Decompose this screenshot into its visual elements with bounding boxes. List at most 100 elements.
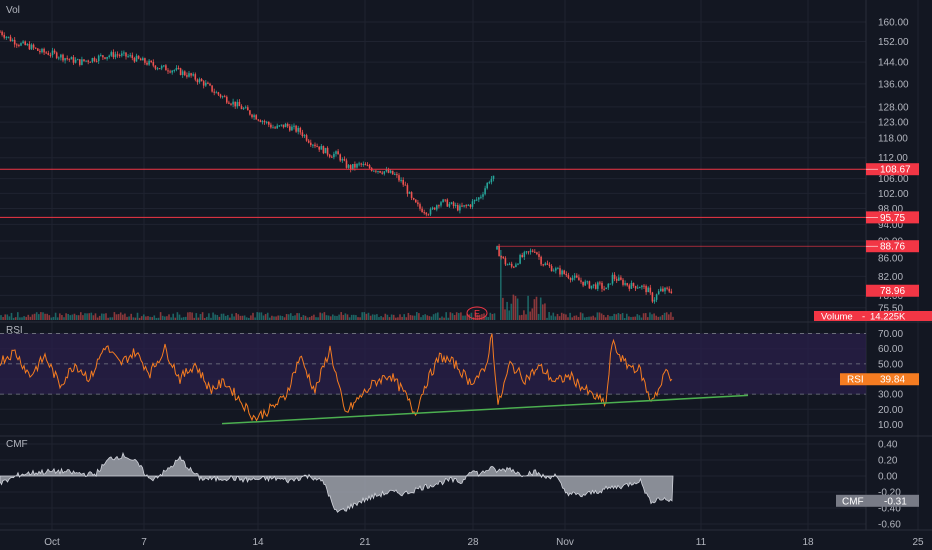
- volume-bar: [283, 317, 286, 320]
- candle-body: [186, 75, 188, 77]
- volume-bar: [195, 313, 198, 320]
- price-tick-label: 82.00: [878, 272, 903, 283]
- cmf-axis[interactable]: 0.40 0.20 0.00 -0.20 -0.40 -0.60 CMF -0.31: [836, 440, 919, 531]
- price-pane[interactable]: Vol E 160.00 152.00 144.00 136.00 128.00 123.…: [0, 0, 932, 323]
- candle-body: [398, 175, 400, 181]
- candle-body: [502, 256, 505, 259]
- time-axis[interactable]: Oct 7 14 21 28 Nov 11 18 25: [44, 537, 924, 548]
- price-tick-label: 118.00: [878, 133, 908, 144]
- candle-body: [205, 82, 207, 86]
- volume-bar: [334, 315, 336, 320]
- candle-body: [259, 120, 262, 122]
- volume-bar: [476, 314, 479, 320]
- volume-bar: [262, 315, 265, 320]
- volume-bar: [147, 316, 149, 320]
- volume-bar: [241, 315, 244, 320]
- volume-bar: [201, 312, 204, 320]
- candle-body: [436, 205, 438, 210]
- earnings-marker[interactable]: E: [466, 306, 488, 320]
- candle-body: [76, 59, 79, 61]
- volume-bar: [493, 313, 496, 320]
- candle-body: [429, 209, 432, 215]
- rsi-axis[interactable]: 70.0060.0050.0040.0030.0020.0010.00RSI39…: [840, 329, 919, 431]
- candle-body: [333, 153, 335, 158]
- volume-bar: [348, 317, 351, 320]
- candle-body: [415, 199, 417, 203]
- price-pane-title: Vol: [6, 5, 20, 16]
- last-price-tag[interactable]: [866, 284, 919, 297]
- candle-body: [13, 39, 16, 45]
- candle-body: [408, 192, 411, 194]
- candle-body: [341, 159, 344, 161]
- volume-bar: [607, 314, 609, 320]
- volume-bar: [649, 312, 651, 320]
- price-level-tag[interactable]: [866, 163, 919, 176]
- volume-bar: [550, 315, 552, 320]
- volume-bar: [111, 317, 114, 320]
- candle-body: [318, 146, 320, 150]
- volume-bar: [376, 314, 378, 320]
- rsi-pane[interactable]: RSI 70.0060.0050.0040.0030.0020.0010.00R…: [0, 325, 919, 431]
- rsi-trendline[interactable]: [221, 394, 749, 425]
- candle-body: [417, 202, 419, 205]
- volume-bar: [565, 314, 567, 320]
- volume-bar: [638, 315, 641, 320]
- volume-bar: [38, 314, 40, 320]
- candle-body: [569, 278, 572, 280]
- candle-body: [438, 205, 440, 207]
- candle-body: [41, 48, 43, 53]
- volume-bar: [113, 312, 116, 320]
- volume-bar: [33, 313, 36, 320]
- volume-bar: [42, 312, 44, 320]
- volume-bar: [460, 312, 462, 320]
- candle-body: [291, 126, 293, 131]
- candle-body: [486, 182, 488, 189]
- price-axis[interactable]: 160.00 152.00 144.00 136.00 128.00 123.00 118.…: [866, 18, 919, 315]
- volume-tag-label: Volume: [821, 312, 853, 323]
- volume-bar: [544, 303, 546, 320]
- candle-body: [331, 156, 333, 158]
- volume-bar: [189, 312, 191, 320]
- volume-bar: [584, 317, 586, 320]
- candle-body: [550, 266, 553, 272]
- candle-body: [81, 59, 83, 65]
- volume-bar: [101, 313, 103, 320]
- price-level-tag[interactable]: [866, 240, 919, 253]
- cmf-pane[interactable]: CMF 0.40 0.20 0.00 -0.20 -0.40 -0.60 CMF -0.31: [0, 439, 919, 531]
- candle-body: [200, 79, 203, 82]
- candle-body: [326, 147, 329, 155]
- candle-body: [85, 60, 87, 62]
- time-tick-label: Nov: [556, 537, 574, 548]
- candle-body: [588, 281, 591, 289]
- candle-body: [28, 44, 31, 50]
- candle-body: [498, 246, 500, 257]
- candle-body: [406, 185, 409, 194]
- candle-body: [412, 198, 415, 200]
- volume-bar: [231, 313, 233, 320]
- price-level-tag[interactable]: [866, 211, 919, 224]
- rsi-value-tag[interactable]: [840, 373, 919, 386]
- candle-body: [22, 41, 24, 44]
- volume-bar: [281, 316, 284, 320]
- candle-body: [559, 268, 561, 275]
- volume-bar: [581, 313, 584, 320]
- volume-bar: [605, 317, 607, 320]
- volume-bar: [250, 315, 252, 320]
- volume-bar: [73, 313, 76, 320]
- candle-body: [87, 60, 89, 62]
- candle-body: [121, 53, 123, 56]
- candle-body: [427, 214, 430, 216]
- volume-bar: [353, 314, 355, 320]
- candle-body: [504, 258, 507, 265]
- candle-body: [404, 184, 407, 186]
- candle-body: [613, 274, 616, 279]
- volume-bar: [126, 316, 128, 320]
- candle-body: [223, 96, 226, 98]
- volume-bar: [67, 314, 69, 320]
- cmf-value-tag[interactable]: [836, 494, 919, 507]
- volume-bar: [670, 312, 672, 320]
- volume-bar: [174, 317, 177, 320]
- candle-body: [194, 74, 197, 80]
- volume-bar: [10, 312, 13, 320]
